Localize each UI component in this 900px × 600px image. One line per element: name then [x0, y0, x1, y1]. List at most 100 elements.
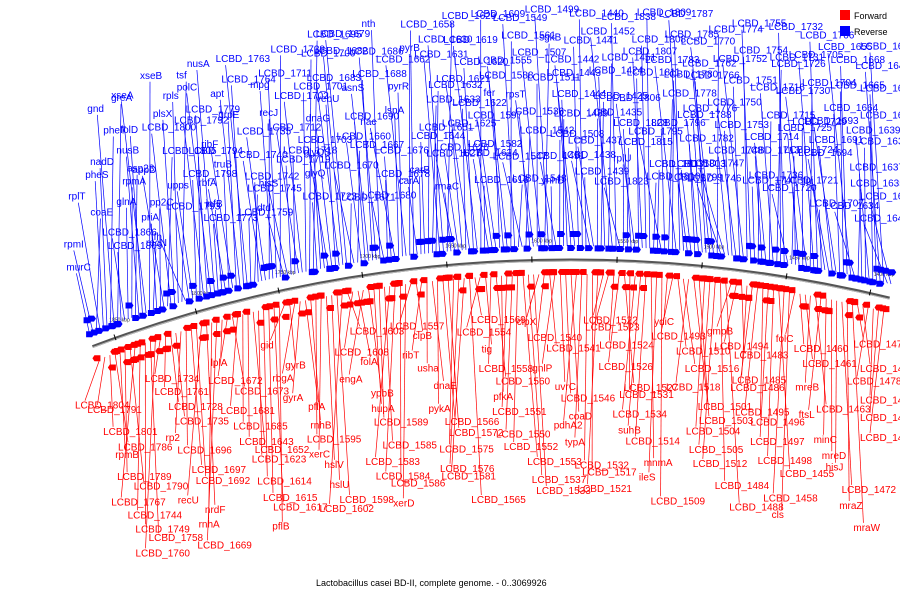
gene-label: nadD: [90, 157, 114, 168]
leader-line: [175, 332, 185, 417]
gene-label: LCBD_1680: [362, 191, 417, 202]
gene-label: LCBD_1712: [267, 122, 322, 133]
leader-line: [759, 288, 769, 438]
leader-line: [560, 273, 566, 382]
gene-label: hslU: [330, 480, 350, 491]
gene-label: LCBD_1548: [512, 174, 567, 185]
leader-line: [839, 91, 844, 274]
leader-line: [451, 129, 463, 251]
tick-label: 1800 kbp: [191, 291, 212, 297]
leader-line: [369, 128, 396, 258]
gene-label: LCBD_1645: [860, 110, 900, 121]
gene-label: LCBD_1512: [693, 459, 748, 470]
gene-label: LCBD_1788: [677, 110, 732, 121]
leader-line: [378, 287, 385, 418]
reverse-gene-glyph: [671, 249, 680, 256]
backbone-highlight: [92, 260, 890, 348]
gene-label: LCBD_1616: [474, 175, 529, 186]
forward-gene-glyph: [824, 308, 833, 315]
gene-label: gyrA: [283, 393, 304, 404]
gene-label: LCBD_1484: [715, 481, 770, 492]
gene-label: LCBD_1480: [860, 413, 900, 424]
gene-label: LCBD_1838: [602, 12, 657, 23]
forward-gene-glyph: [654, 271, 663, 278]
reverse-gene-glyph: [622, 232, 631, 239]
gene-label: LCBD_1676: [375, 146, 430, 157]
gene-label: LCBD_1524: [599, 341, 654, 352]
gene-label: LCBD_1460: [794, 344, 849, 355]
gene-label: folD: [120, 125, 138, 136]
leader-line: [270, 304, 285, 341]
gene-label: LCBD_1477: [860, 364, 900, 375]
leader-line: [526, 274, 540, 318]
gene-label: LCBD_1809: [637, 7, 692, 18]
gene-label: pp2C: [150, 197, 174, 208]
gene-label: LCBD_1692: [196, 476, 251, 487]
leader-line: [282, 302, 296, 374]
leader-line: [835, 300, 838, 463]
gene-label: infB: [205, 199, 223, 210]
leader-line: [472, 158, 489, 249]
gene-label: LCBD_1503: [699, 416, 754, 427]
gene-label: LCBD_1625: [442, 119, 497, 130]
tick-mark: [277, 287, 280, 294]
gene-label: engA: [339, 375, 363, 386]
gene-label: LCBD_1626: [434, 143, 489, 154]
gene-label: LCBD_1495: [735, 407, 790, 418]
gene-label: rp2: [166, 433, 181, 444]
gene-label: sgkB: [539, 33, 562, 44]
reverse-gene-glyph: [780, 262, 789, 269]
gene-label: pykA: [429, 404, 452, 415]
gene-label: rnhB: [310, 420, 331, 431]
leader-line: [660, 277, 663, 497]
forward-gene-glyph: [477, 286, 486, 293]
leader-line: [384, 286, 393, 441]
gene-label: LCBD_1478: [847, 377, 900, 388]
leader-line: [220, 319, 223, 359]
leader-line: [483, 185, 486, 249]
leader-line: [650, 276, 655, 459]
tick-mark: [113, 334, 117, 341]
gene-label: rpmI: [64, 239, 84, 250]
gene-label: xseB: [140, 71, 163, 82]
leader-line: [635, 276, 647, 437]
leader-line: [487, 66, 508, 248]
forward-gene-glyph: [453, 273, 462, 280]
legend-label: Reverse: [854, 27, 888, 37]
gene-label: pflB: [272, 522, 290, 533]
leader-line: [696, 184, 722, 255]
forward-gene-glyph: [489, 271, 498, 278]
leader-line: [309, 59, 312, 271]
legend-swatch: [840, 26, 850, 36]
leader-line: [537, 274, 545, 333]
gene-label: LCBD_1615: [263, 493, 318, 504]
forward-gene-glyph: [365, 298, 374, 305]
gene-label: LCBD_1635: [850, 178, 900, 189]
gene-label: LCBD_1807: [623, 47, 678, 58]
gene-label: LCBD_1725: [778, 123, 833, 134]
reverse-gene-glyph: [139, 312, 148, 319]
gene-label: LCBD_1552: [504, 442, 559, 453]
forward-gene-glyph: [635, 270, 644, 277]
gene-label: dnaG: [306, 114, 331, 125]
leader-line: [694, 81, 707, 253]
gene-label: glnA: [116, 197, 136, 208]
forward-gene-glyph: [146, 351, 155, 358]
leader-line: [477, 121, 497, 249]
gene-label: LCBD_1783: [645, 55, 700, 66]
reverse-gene-glyph: [311, 268, 320, 275]
gene-label: LCBD_1723: [303, 191, 358, 202]
leader-line: [333, 171, 355, 264]
gene-label: mnmA: [644, 458, 673, 469]
gene-label: LCBD_1547: [493, 151, 548, 162]
leader-line: [411, 282, 422, 351]
gene-label: LCBD_1726: [771, 59, 826, 70]
leader-line: [385, 285, 396, 472]
gene-label: LCBD_1540: [528, 333, 583, 344]
gene-label: LCBD_1671: [341, 192, 396, 203]
forward-gene-glyph: [232, 311, 241, 318]
tick-label: 1550 kbp: [618, 239, 639, 245]
forward-gene-glyph: [596, 269, 605, 276]
leader-line: [99, 168, 108, 327]
